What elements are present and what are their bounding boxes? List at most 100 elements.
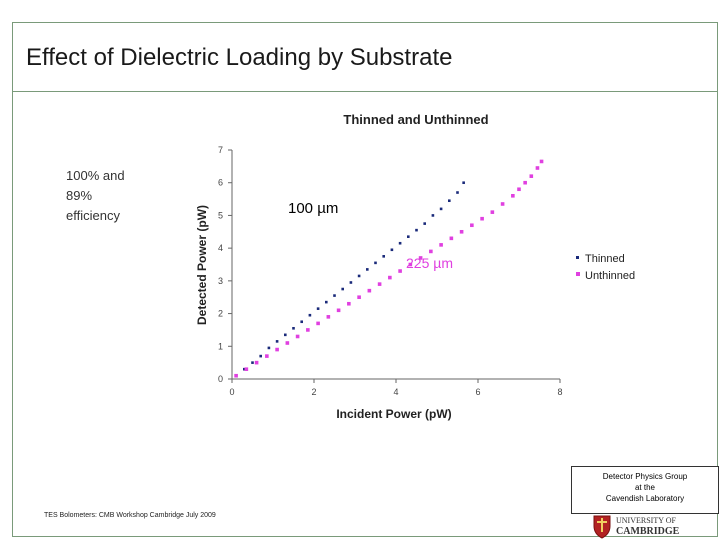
slide-frame (12, 22, 718, 537)
y-tick-label: 1 (218, 341, 223, 351)
unthinned-point (336, 308, 341, 313)
slide-title: Effect of Dielectric Loading by Substrat… (26, 44, 453, 71)
thinned-point (382, 255, 385, 258)
unthinned-point (511, 194, 515, 198)
thinned-point (300, 320, 303, 324)
unthinned-point (357, 295, 361, 300)
thinned-point (448, 199, 451, 203)
unthinned-point (490, 210, 495, 214)
thinned-point (325, 300, 328, 304)
thinned-point (423, 222, 426, 225)
unthinned-point (275, 347, 279, 352)
thinned-point (251, 361, 254, 364)
thinned-point (398, 241, 402, 245)
cambridge-logo: UNIVERSITY OF CAMBRIDGE (593, 515, 680, 539)
x-tick-label: 2 (311, 387, 316, 397)
legend-marker-thinned (576, 256, 579, 259)
unthinned-point (535, 166, 540, 170)
unthinned-point (316, 321, 320, 326)
unthinned-point (439, 243, 443, 247)
x-tick-label: 0 (229, 387, 234, 397)
thinned-point (374, 261, 377, 265)
unthinned-point (398, 269, 402, 273)
unthinned-point (347, 301, 351, 306)
data-points (234, 159, 544, 378)
thinned-point (316, 307, 320, 310)
thinned-point (333, 294, 336, 297)
unthinned-point (418, 256, 423, 260)
y-tick-label: 6 (218, 178, 223, 188)
y-tick-label: 3 (218, 276, 223, 286)
y-tick-label: 0 (218, 374, 223, 384)
thinned-point (267, 346, 271, 350)
group-line-3: Cavendish Laboratory (605, 494, 685, 503)
unthinned-point (295, 334, 300, 339)
unthinned-point (470, 223, 474, 228)
unthinned-point (377, 282, 382, 286)
logo-line-2: CAMBRIDGE (616, 526, 680, 537)
y-tick-label: 2 (218, 309, 223, 319)
efficiency-line-3: efficiency (66, 208, 120, 223)
unthinned-point (459, 229, 464, 234)
thinned-point (366, 268, 369, 271)
unthinned-point (539, 159, 544, 164)
unthinned-point (306, 328, 310, 332)
thinned-point (462, 181, 465, 185)
thinned-point (407, 235, 410, 238)
y-tick-label: 4 (218, 243, 223, 253)
thinned-point (349, 281, 353, 284)
unthinned-point (529, 174, 534, 178)
thinned-point (259, 354, 262, 358)
logo-line-1: UNIVERSITY OF (616, 516, 676, 525)
thinned-point (292, 326, 295, 330)
thinned-point (275, 340, 279, 343)
x-tick-label: 4 (393, 387, 398, 397)
thinned-point (357, 274, 361, 278)
annotation-100um: 100 µm (288, 200, 338, 217)
x-tick-label: 8 (557, 387, 562, 397)
y-tick-label: 5 (218, 210, 223, 220)
unthinned-point (480, 216, 484, 221)
thinned-point (284, 333, 287, 337)
group-line-1: Detector Physics Group (602, 472, 688, 481)
thinned-point (341, 287, 344, 291)
unthinned-point (285, 341, 290, 345)
x-axis-label: Incident Power (pW) (336, 407, 451, 421)
unthinned-point (408, 262, 413, 267)
unthinned-point (449, 236, 454, 241)
legend-label-unthinned: Unthinned (585, 270, 635, 282)
unthinned-point (500, 202, 505, 206)
chart-title: Thinned and Unthinned (343, 112, 488, 127)
legend: Thinned Unthinned (576, 253, 635, 282)
efficiency-line-2: 89% (66, 188, 93, 203)
unthinned-point (254, 360, 259, 365)
legend-label-thinned: Thinned (585, 253, 625, 265)
thinned-point (431, 214, 435, 217)
y-axis-label: Detected Power (pW) (195, 205, 209, 325)
unthinned-point (244, 367, 249, 371)
unthinned-point (234, 373, 238, 378)
annotation-225um: 225 µm (406, 255, 453, 271)
legend-marker-unthinned (576, 272, 580, 276)
efficiency-line-1: 100% and (66, 168, 125, 183)
thinned-point (390, 248, 394, 252)
footer-text: TES Bolometers: CMB Workshop Cambridge J… (44, 512, 216, 519)
group-line-2: at the (634, 483, 655, 492)
thinned-point (439, 207, 443, 211)
unthinned-point (367, 288, 372, 293)
title-bar (12, 22, 718, 92)
x-tick-label: 6 (475, 387, 480, 397)
unthinned-point (523, 180, 527, 185)
thinned-point (415, 228, 418, 232)
y-tick-label: 7 (218, 145, 223, 155)
thinned-point (243, 367, 246, 371)
unthinned-point (517, 187, 521, 192)
crest-icon (593, 515, 611, 539)
thinned-point (456, 191, 459, 194)
unthinned-point (429, 249, 433, 254)
thinned-point (308, 313, 312, 317)
group-box: Detector Physics Group at the Cavendish … (571, 466, 719, 514)
axis-ticks: 0 2 4 6 8 0 1 2 3 4 5 6 7 (218, 145, 563, 397)
unthinned-point (388, 275, 392, 280)
